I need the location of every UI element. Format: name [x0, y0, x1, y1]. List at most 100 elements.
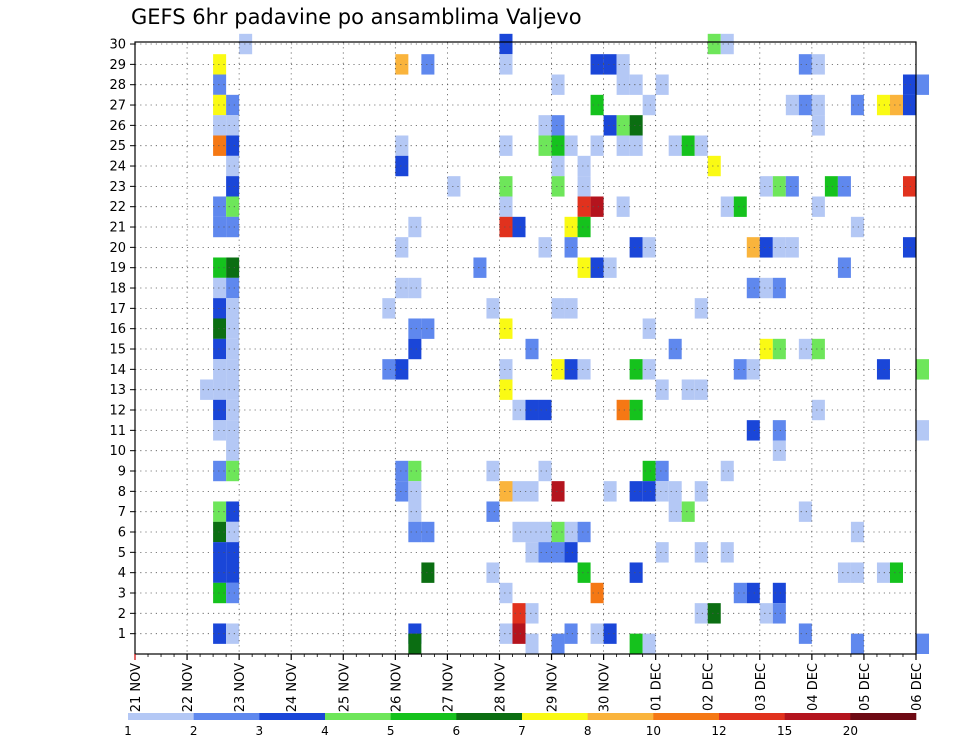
heatmap-cell — [538, 521, 552, 543]
heatmap-cell — [486, 562, 500, 583]
heatmap-cell — [226, 623, 240, 644]
heatmap-cell — [525, 481, 539, 502]
heatmap-cell — [213, 399, 227, 421]
heatmap-cell — [577, 359, 591, 380]
x-tick-label: 21 NOV — [129, 663, 144, 712]
heatmap-cell — [395, 359, 409, 380]
heatmap-cell — [694, 379, 708, 400]
heatmap-cell — [759, 338, 773, 360]
colorbar-segment — [193, 713, 260, 720]
y-tick-label: 17 — [109, 302, 126, 317]
heatmap-cell — [226, 440, 240, 461]
colorbar-segment — [390, 713, 457, 720]
heatmap-cell — [226, 277, 240, 299]
x-tick-label: 30 NOV — [598, 663, 613, 712]
heatmap-cell — [876, 562, 890, 583]
heatmap-cell — [629, 115, 643, 136]
heatmap-cell — [668, 481, 682, 502]
heatmap-cell — [538, 399, 552, 421]
heatmap-cell — [603, 115, 617, 136]
colorbar-segment — [784, 713, 851, 720]
heatmap-cell — [720, 33, 734, 55]
heatmap-cell — [213, 216, 227, 238]
heatmap-cell — [499, 623, 513, 644]
y-tick-label: 29 — [109, 58, 126, 73]
heatmap-cell — [642, 481, 656, 502]
heatmap-cell — [772, 277, 786, 299]
heatmap-cell — [629, 399, 643, 421]
heatmap-cell — [733, 196, 747, 217]
colorbar-label: 4 — [321, 724, 329, 738]
heatmap-cell — [525, 521, 539, 543]
heatmap-cell — [551, 481, 565, 502]
heatmap-cell — [916, 420, 930, 441]
heatmap-cell — [499, 176, 513, 197]
heatmap-cell — [616, 74, 630, 95]
heatmap-cell — [395, 155, 409, 177]
heatmap-cell — [213, 196, 227, 217]
heatmap-cell — [551, 542, 565, 563]
heatmap-cell — [577, 521, 591, 543]
y-tick-label: 18 — [109, 282, 126, 297]
y-tick-label: 10 — [109, 444, 126, 459]
heatmap-cell — [811, 54, 825, 75]
heatmap-cell — [213, 54, 227, 75]
heatmap-cell — [707, 33, 721, 55]
heatmap-cell — [564, 135, 578, 156]
colorbar-segment — [587, 713, 654, 720]
chart-title: GEFS 6hr padavine po ansamblima Valjevo — [131, 5, 582, 29]
heatmap-cell — [772, 420, 786, 441]
heatmap-cell — [616, 399, 630, 421]
heatmap-cell — [525, 338, 539, 360]
heatmap-cell — [382, 359, 396, 380]
heatmap-cell — [811, 115, 825, 136]
heatmap-cell — [850, 562, 864, 583]
heatmap-cell — [668, 135, 682, 156]
y-tick-label: 12 — [109, 404, 126, 419]
heatmap-cell — [590, 54, 604, 75]
heatmap-cell — [590, 257, 604, 278]
x-tick-label: 23 NOV — [233, 663, 248, 712]
x-tick-label: 03 DEC — [754, 663, 769, 711]
heatmap-cell — [746, 582, 760, 604]
heatmap-cell — [226, 582, 240, 604]
y-tick-label: 14 — [109, 363, 126, 378]
heatmap-cell — [916, 633, 930, 654]
heatmap-cell — [577, 562, 591, 583]
x-tick-label: 24 NOV — [285, 663, 300, 712]
heatmap-cell — [486, 460, 500, 482]
heatmap-cell — [213, 623, 227, 644]
heatmap-cell — [850, 216, 864, 238]
heatmap-cell — [785, 237, 799, 258]
heatmap-cell — [213, 338, 227, 360]
heatmap-cell — [421, 521, 435, 543]
heatmap-cell — [772, 237, 786, 258]
heatmap-cell — [395, 54, 409, 75]
heatmap-cell — [226, 359, 240, 380]
y-tick-label: 22 — [109, 200, 126, 215]
colorbar-segment — [128, 713, 194, 720]
heatmap-cell — [720, 542, 734, 563]
y-tick-label: 19 — [109, 261, 126, 276]
heatmap-cell — [720, 460, 734, 482]
y-tick-label: 9 — [118, 465, 126, 480]
heatmap-cell — [213, 298, 227, 319]
heatmap-cell — [772, 603, 786, 624]
heatmap-cell — [408, 338, 422, 360]
heatmap-cell — [577, 216, 591, 238]
heatmap-cell — [590, 94, 604, 116]
x-tick-label: 02 DEC — [702, 663, 717, 711]
heatmap-cell — [811, 338, 825, 360]
heatmap-cell — [499, 318, 513, 339]
colorbar-label: 12 — [711, 724, 726, 738]
heatmap-cell — [655, 542, 669, 563]
x-tick-label: 22 NOV — [181, 663, 196, 712]
heatmap-cell — [629, 633, 643, 654]
heatmap-cell — [850, 94, 864, 116]
colorbar-label: 3 — [256, 724, 264, 738]
heatmap-cell — [629, 481, 643, 502]
heatmap-cell — [889, 94, 903, 116]
heatmap-cell — [655, 74, 669, 95]
heatmap-cell — [889, 562, 903, 583]
heatmap-cell — [655, 460, 669, 482]
